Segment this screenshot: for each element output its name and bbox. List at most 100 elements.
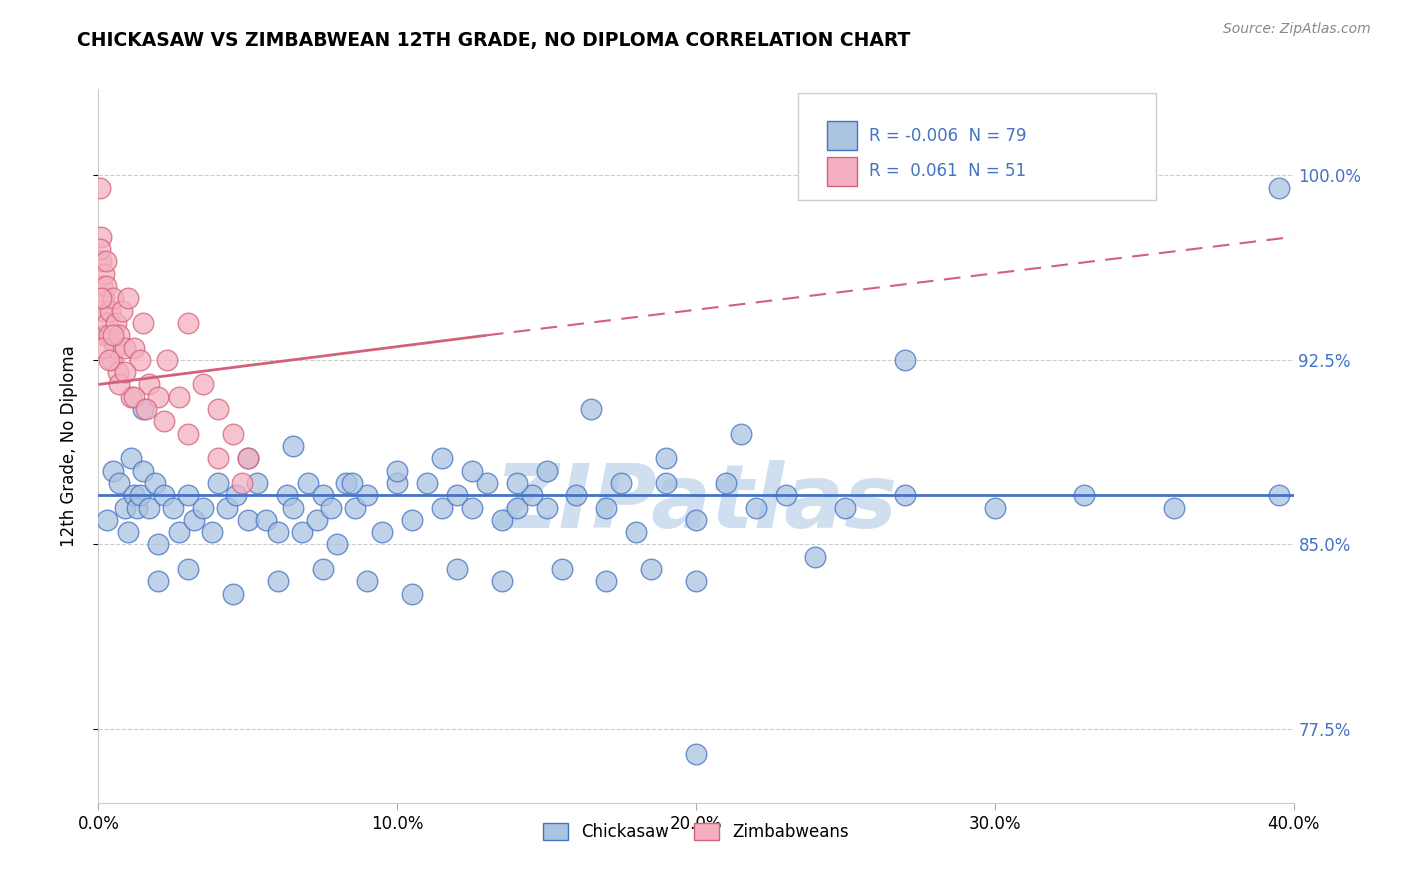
Point: [714, 475, 737, 490]
Point: [120, 451, 142, 466]
Point: [90, 291, 112, 305]
Point: [416, 475, 439, 490]
Point: [124, 341, 146, 355]
Point: [108, 328, 131, 343]
Point: [344, 500, 367, 515]
Point: [162, 500, 184, 515]
Point: [98, 303, 122, 318]
Point: [124, 488, 146, 502]
Point: [132, 402, 155, 417]
Point: [191, 377, 214, 392]
Point: [143, 475, 166, 490]
Point: [356, 488, 378, 502]
Point: [153, 488, 176, 502]
Point: [640, 562, 662, 576]
Point: [129, 488, 152, 502]
Point: [177, 316, 200, 330]
Point: [90, 230, 112, 244]
Point: [201, 525, 224, 540]
Point: [108, 475, 131, 490]
Point: [730, 426, 752, 441]
Point: [385, 464, 409, 478]
Point: [430, 451, 453, 466]
Point: [94, 328, 117, 343]
Point: [183, 513, 205, 527]
Point: [297, 475, 319, 490]
Point: [685, 747, 707, 761]
Point: [132, 316, 155, 330]
Point: [207, 451, 229, 466]
Point: [148, 390, 170, 404]
Point: [222, 587, 245, 601]
Point: [1073, 488, 1095, 502]
Point: [107, 365, 129, 379]
Point: [222, 426, 245, 441]
Point: [114, 365, 136, 379]
Point: [655, 451, 678, 466]
Point: [446, 488, 468, 502]
Point: [94, 279, 117, 293]
Point: [117, 291, 139, 305]
Point: [311, 488, 333, 502]
Point: [105, 316, 128, 330]
Point: [97, 352, 120, 367]
Point: [89, 242, 111, 256]
Point: [215, 500, 238, 515]
Text: ZIPatlas: ZIPatlas: [495, 459, 897, 547]
Point: [207, 402, 229, 417]
Point: [342, 475, 364, 490]
Point: [177, 426, 200, 441]
Point: [138, 377, 160, 392]
Point: [305, 513, 328, 527]
Text: Source: ZipAtlas.com: Source: ZipAtlas.com: [1223, 22, 1371, 37]
Point: [745, 500, 768, 515]
Point: [475, 475, 498, 490]
Point: [1163, 500, 1185, 515]
Y-axis label: 12th Grade, No Diploma: 12th Grade, No Diploma: [59, 345, 77, 547]
Point: [267, 574, 290, 589]
Point: [132, 464, 155, 478]
Point: [103, 291, 125, 305]
Point: [281, 500, 304, 515]
Point: [581, 402, 603, 417]
Point: [1267, 180, 1289, 194]
Point: [894, 352, 917, 367]
Point: [231, 475, 253, 490]
Point: [326, 537, 349, 551]
Point: [135, 402, 157, 417]
Point: [138, 500, 160, 515]
Point: [655, 475, 678, 490]
Point: [93, 267, 115, 281]
Point: [595, 574, 617, 589]
Point: [91, 279, 114, 293]
Point: [191, 500, 214, 515]
Point: [104, 341, 127, 355]
Point: [114, 341, 136, 355]
Point: [685, 574, 707, 589]
Point: [550, 562, 572, 576]
Text: R =  0.061  N = 51: R = 0.061 N = 51: [869, 162, 1026, 180]
Point: [775, 488, 797, 502]
Point: [103, 464, 125, 478]
Point: [124, 390, 146, 404]
Point: [236, 451, 259, 466]
Point: [894, 488, 917, 502]
Point: [506, 500, 529, 515]
Point: [610, 475, 633, 490]
Point: [207, 475, 229, 490]
Point: [114, 500, 136, 515]
Point: [430, 500, 453, 515]
Point: [177, 488, 200, 502]
Point: [254, 513, 277, 527]
Text: CHICKASAW VS ZIMBABWEAN 12TH GRADE, NO DIPLOMA CORRELATION CHART: CHICKASAW VS ZIMBABWEAN 12TH GRADE, NO D…: [77, 31, 911, 50]
Point: [984, 500, 1007, 515]
Point: [177, 562, 200, 576]
Legend: Chickasaw, Zimbabweans: Chickasaw, Zimbabweans: [536, 816, 856, 848]
Point: [96, 513, 118, 527]
Point: [491, 513, 513, 527]
Point: [117, 525, 139, 540]
Point: [108, 377, 131, 392]
Point: [446, 562, 468, 576]
Point: [127, 500, 149, 515]
Point: [225, 488, 247, 502]
